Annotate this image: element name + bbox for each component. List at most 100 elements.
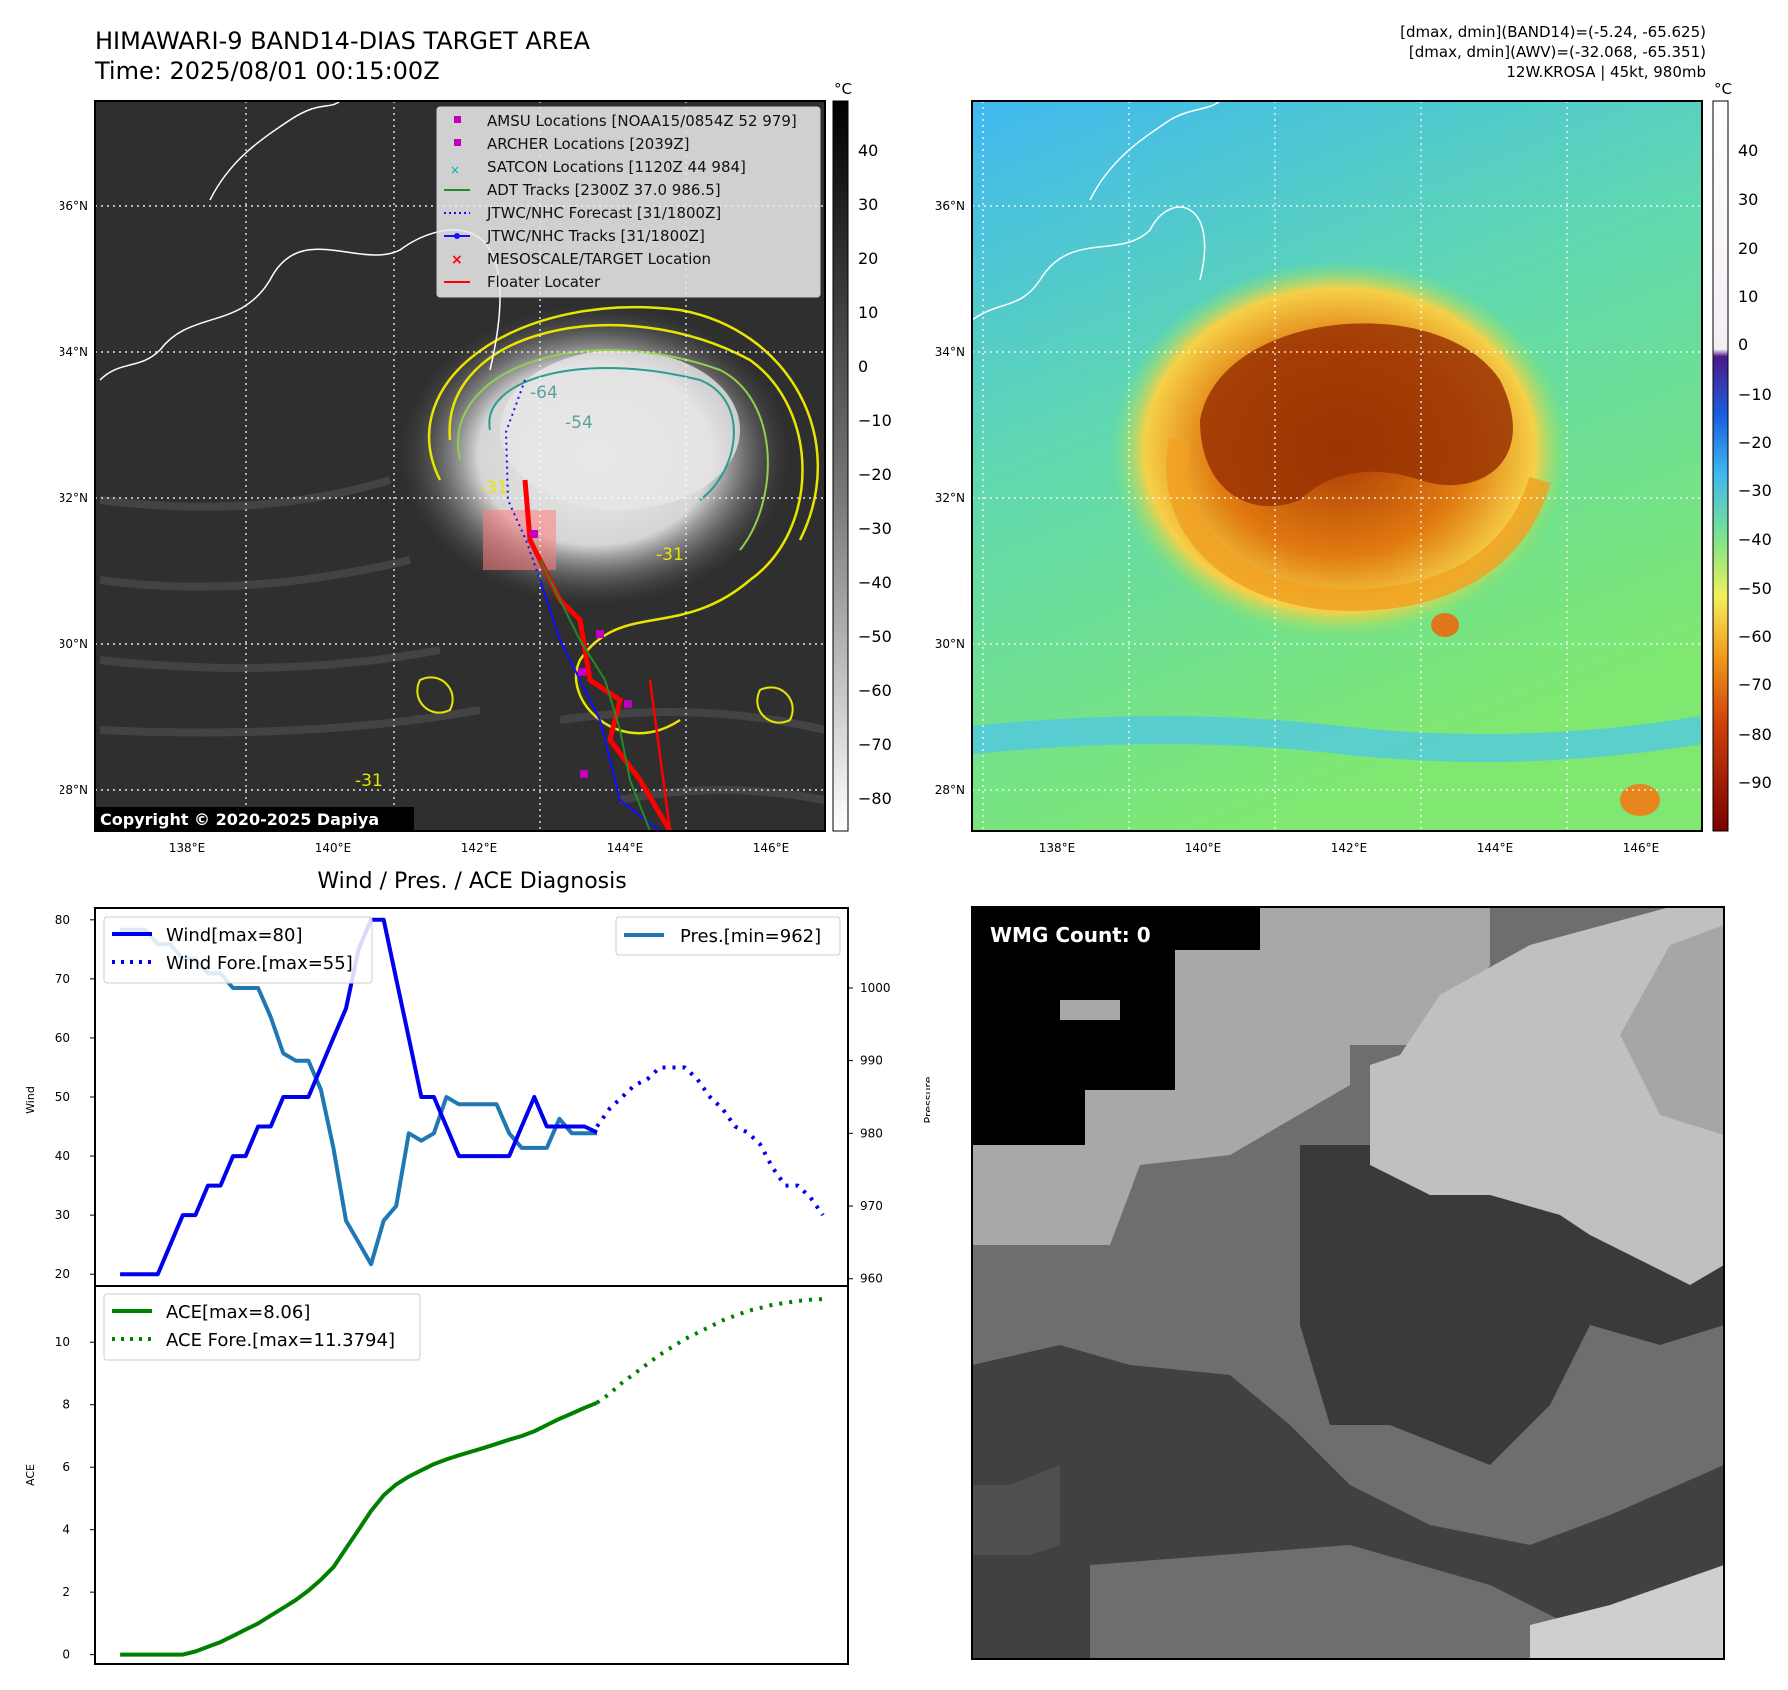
svg-text:30°N: 30°N	[935, 637, 965, 651]
pressure-legend-label: Pres.[min=962]	[680, 926, 821, 947]
svg-text:0: 0	[1738, 335, 1748, 354]
svg-text:10: 10	[1738, 287, 1758, 306]
legend-label-forecast: JTWC/NHC Forecast [31/1800Z]	[486, 204, 721, 222]
ir-contour-yellow	[448, 324, 804, 735]
svg-text:34°N: 34°N	[60, 345, 88, 359]
svg-text:144°E: 144°E	[607, 841, 644, 855]
wind-yticks: 80 70 60 50 40 30 20	[55, 913, 70, 1281]
ace-legend-label: ACE[max=8.06]	[166, 1302, 310, 1323]
svg-text:40: 40	[858, 141, 878, 160]
wind-ytick: 70	[55, 972, 70, 986]
pressure-ytick: 980	[860, 1126, 883, 1140]
archer-legend-marker	[454, 139, 461, 146]
svg-text:−10: −10	[1738, 385, 1772, 404]
wv-coastline-north	[1089, 101, 1221, 201]
svg-text:−30: −30	[858, 519, 892, 538]
ace-ytick: 10	[55, 1335, 70, 1349]
svg-text:−70: −70	[1738, 675, 1772, 694]
ace-line	[120, 1400, 598, 1657]
microwave-frame	[971, 906, 1725, 1660]
legend-label-satcon: SATCON Locations [1120Z 44 984]	[487, 158, 746, 176]
wind-ytick: 80	[55, 913, 70, 927]
microwave-black-region	[972, 907, 1260, 1145]
info-band14: [dmax, dmin](BAND14)=(-5.24, -65.625)	[1400, 23, 1706, 41]
wv-convection-cell	[1431, 613, 1459, 637]
wv-colorbar-unit: °C	[1714, 80, 1732, 98]
pressure-ytick: 970	[860, 1199, 883, 1213]
ir-colorbar-unit: °C	[834, 80, 852, 98]
svg-text:140°E: 140°E	[315, 841, 352, 855]
svg-text:−70: −70	[858, 735, 892, 754]
legend-label-amsu: AMSU Locations [NOAA15/0854Z 52 979]	[487, 112, 797, 130]
svg-text:32°N: 32°N	[935, 491, 965, 505]
wv-map-panel: 36°N 34°N 32°N 30°N 28°N 138°E 140°E 142…	[935, 80, 1772, 855]
ace-ytick: 2	[62, 1585, 70, 1599]
svg-text:-54: -54	[565, 413, 593, 433]
ace-axes	[94, 1285, 849, 1665]
diagnosis-title: Wind / Pres. / ACE Diagnosis	[317, 869, 626, 894]
pressure-ytick: 960	[860, 1272, 883, 1286]
svg-text:30: 30	[858, 195, 878, 214]
wv-storm-core	[1200, 323, 1513, 507]
svg-text:40: 40	[1738, 141, 1758, 160]
ir-contour-small	[416, 676, 454, 714]
svg-text:32°N: 32°N	[60, 491, 88, 505]
svg-text:−30: −30	[1738, 481, 1772, 500]
floater-locater-line	[648, 679, 672, 831]
pressure-ylabel: Pressure	[922, 1076, 930, 1123]
ir-map-frame	[94, 100, 826, 832]
ir-storm-core	[500, 350, 740, 510]
svg-text:34°N: 34°N	[935, 345, 965, 359]
svg-text:20: 20	[1738, 239, 1758, 258]
svg-text:−60: −60	[1738, 627, 1772, 646]
svg-text:-64: -64	[530, 383, 558, 403]
legend-label-mesoscale: MESOSCALE/TARGET Location	[487, 250, 711, 268]
svg-text:−20: −20	[858, 465, 892, 484]
svg-text:-31: -31	[355, 771, 383, 791]
wv-spiral-band	[1166, 437, 1551, 612]
info-awv: [dmax, dmin](AWV)=(-32.068, -65.351)	[1408, 43, 1706, 61]
svg-text:−40: −40	[1738, 530, 1772, 549]
ace-ytick: 6	[62, 1460, 70, 1474]
wv-map-frame	[971, 100, 1703, 832]
svg-text:-31: -31	[480, 478, 508, 498]
legend-box	[436, 106, 821, 298]
svg-text:−90: −90	[1738, 773, 1772, 792]
ir-contour-labels: -64 -54 -31 -31 -31	[355, 383, 684, 791]
ace-plot	[90, 1297, 823, 1657]
page-title: HIMAWARI-9 BAND14-DIAS TARGET AREA	[95, 27, 591, 55]
svg-text:146°E: 146°E	[1623, 841, 1660, 855]
wind-legend: Wind[max=80] Wind Fore.[max=55]	[103, 916, 373, 984]
ir-contour-green	[457, 349, 769, 551]
svg-text:144°E: 144°E	[1477, 841, 1514, 855]
wv-gridlines	[972, 101, 1702, 831]
pressure-ytick: 990	[860, 1054, 883, 1068]
svg-text:−80: −80	[858, 789, 892, 808]
time-label: Time: 2025/08/01 00:15:00Z	[95, 57, 440, 85]
ir-colorbar-ticks: 40 30 20 10 0 −10 −20 −30 −40 −50 −60 −7…	[858, 141, 892, 808]
svg-text:138°E: 138°E	[1039, 841, 1076, 855]
legend-label-adt: ADT Tracks [2300Z 37.0 986.5]	[487, 181, 721, 199]
microwave-panel: WMG Count: 0	[971, 906, 1725, 1660]
wind-legend-box	[103, 916, 373, 984]
wind-ytick: 60	[55, 1031, 70, 1045]
legend-label-floater: Floater Locater	[487, 273, 601, 291]
ir-contour-small-3	[756, 686, 794, 724]
legend-label-tracks: JTWC/NHC Tracks [31/1800Z]	[486, 227, 705, 245]
svg-text:10: 10	[858, 303, 878, 322]
adt-track	[539, 559, 651, 831]
jtwc-forecast-track	[504, 379, 541, 581]
ace-ytick: 4	[62, 1523, 70, 1537]
svg-text:-31: -31	[656, 545, 684, 565]
ir-lat-labels: 36°N 34°N 32°N 30°N 28°N	[60, 199, 88, 797]
microwave-light-subregion	[1620, 925, 1724, 1135]
wind-ytick: 30	[55, 1208, 70, 1222]
wv-colorbar	[1712, 100, 1729, 832]
ir-lon-labels: 138°E 140°E 142°E 144°E 146°E	[169, 841, 790, 855]
svg-text:36°N: 36°N	[935, 199, 965, 213]
ace-ytick: 0	[62, 1648, 70, 1662]
amsu-legend-marker	[454, 116, 461, 123]
wv-coastline-japan	[972, 206, 1206, 321]
ir-legend: × × AMSU Locations [NOAA15/0854Z 52 979]…	[436, 106, 821, 298]
legend-label-archer: ARCHER Locations [2039Z]	[487, 135, 690, 153]
